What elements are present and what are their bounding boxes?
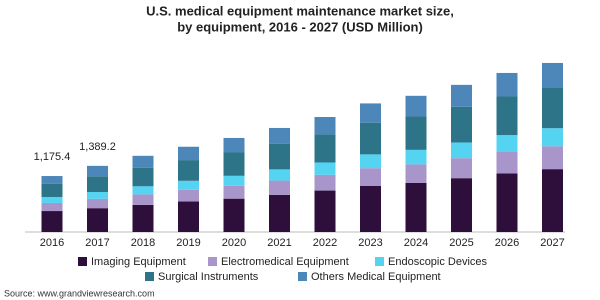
bar-segment <box>314 134 336 163</box>
total-label: 1,175.4 <box>34 151 71 163</box>
bar-segment <box>405 95 427 117</box>
x-tick-label: 2016 <box>40 237 64 249</box>
bar-segment <box>223 198 245 232</box>
x-tick-label: 2019 <box>176 237 200 249</box>
x-tick-label: 2023 <box>358 237 382 249</box>
bar-segment <box>178 180 199 190</box>
bar-segment <box>269 169 290 181</box>
x-tick-label: 2025 <box>449 237 473 249</box>
bar-segment <box>496 152 518 174</box>
bar-segment <box>314 174 336 191</box>
legend-label: Others Medical Equipment <box>311 271 441 283</box>
bar-segment <box>405 182 427 232</box>
bar-segment <box>496 96 518 136</box>
legend-swatch <box>208 257 217 266</box>
bar-segment <box>132 186 154 195</box>
bar-segment <box>132 155 154 168</box>
x-tick-label: 2017 <box>85 237 109 249</box>
bar-segment <box>178 160 199 181</box>
legend-label: Electromedical Equipment <box>221 256 349 268</box>
bar-segment <box>87 208 108 232</box>
bar-segment <box>132 204 154 232</box>
bar-segment <box>496 173 518 232</box>
bar-segment <box>405 149 427 165</box>
x-tick-label: 2022 <box>313 237 337 249</box>
bar-segment <box>178 146 199 161</box>
x-tick-label: 2018 <box>131 237 155 249</box>
bar-segment <box>41 202 63 212</box>
bar-segment <box>451 106 472 143</box>
bar-segment <box>87 176 108 192</box>
x-tick-label: 2021 <box>267 237 291 249</box>
bar-segment <box>223 137 245 153</box>
total-label: 1,389.2 <box>79 141 116 153</box>
bar-segment <box>496 72 518 97</box>
bar-segment <box>405 116 427 150</box>
bar-segment <box>314 117 336 135</box>
bar-segment <box>451 142 472 159</box>
bar-segment <box>451 158 472 179</box>
bar-segment <box>87 198 108 209</box>
legend-swatch <box>78 257 87 266</box>
bar-segment <box>542 146 563 170</box>
x-tick-label: 2020 <box>222 237 246 249</box>
bar-segment <box>542 62 563 88</box>
chart-title: U.S. medical equipment maintenance marke… <box>146 3 454 18</box>
bar-segment <box>41 211 63 232</box>
bar-segment <box>178 201 199 232</box>
source: Source: www.grandviewresearch.com <box>4 288 155 298</box>
bar-segment <box>178 189 199 202</box>
bar-segment <box>451 178 472 232</box>
bar-segment <box>542 128 563 147</box>
bar-segment <box>360 103 381 123</box>
x-tick-label: 2024 <box>404 237 428 249</box>
chart-subtitle: by equipment, 2016 - 2027 (USD Million) <box>177 19 423 34</box>
bar-segment <box>132 167 154 187</box>
bar-segment <box>41 197 63 203</box>
legend-swatch <box>298 272 307 281</box>
bar-segment <box>314 162 336 175</box>
bar-segment <box>360 185 381 232</box>
bar-segment <box>223 175 245 186</box>
bar-segment <box>223 185 245 199</box>
bar-segment <box>87 165 108 177</box>
legend-label: Imaging Equipment <box>91 256 186 268</box>
bar-segment <box>41 176 63 184</box>
bar-segment <box>405 164 427 183</box>
legend-swatch <box>375 257 384 266</box>
bar-segment <box>314 190 336 232</box>
bar-segment <box>132 194 154 205</box>
legend-label: Endoscopic Devices <box>388 256 488 268</box>
bar-segment <box>360 122 381 155</box>
legend-swatch <box>145 272 154 281</box>
bar-segment <box>269 194 290 232</box>
bar-segment <box>41 183 63 197</box>
bar-segment <box>451 84 472 107</box>
bar-segment <box>269 143 290 170</box>
bar-segment <box>87 192 108 199</box>
bar-segment <box>542 87 563 129</box>
x-tick-label: 2026 <box>495 237 519 249</box>
bar-segment <box>542 169 563 232</box>
bar-segment <box>360 168 381 186</box>
x-tick-label: 2027 <box>540 237 564 249</box>
bar-segment <box>269 127 290 144</box>
legend-label: Surgical Instruments <box>158 271 259 283</box>
bar-segment <box>223 152 245 176</box>
bar-segment <box>496 135 518 152</box>
bar-segment <box>269 180 290 195</box>
bar-segment <box>360 154 381 169</box>
